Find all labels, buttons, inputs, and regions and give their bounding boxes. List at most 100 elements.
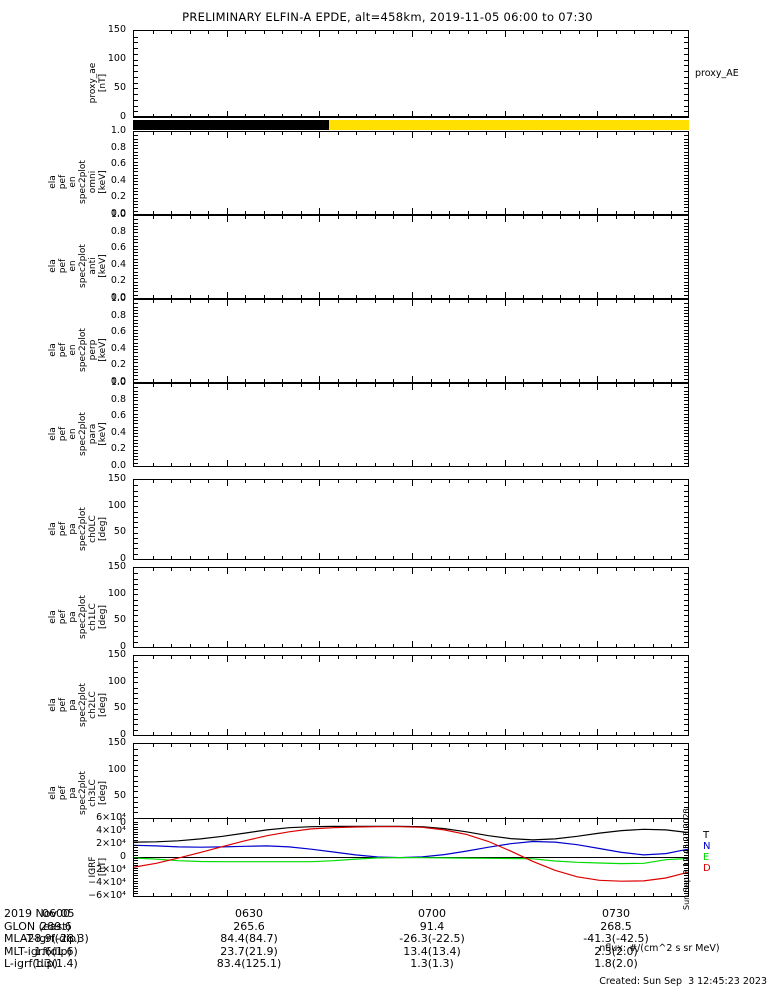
panel-ela_pef_pa_spec2plot_ch2LC[interactable] — [133, 655, 689, 736]
y-tick-label: 50 — [113, 702, 126, 714]
tick-marks — [134, 656, 688, 735]
axis-title-line: [deg] — [98, 604, 108, 629]
axis-title-line: ela — [48, 175, 58, 189]
axis-annotation-value: 268.5 — [600, 919, 632, 933]
y-tick-label: 150 — [107, 561, 126, 572]
panel-ela_pef_en_spec2plot_perp[interactable] — [133, 299, 689, 383]
panel-ela_pef_en_spec2plot_omni[interactable] — [133, 131, 689, 215]
axis-title-line: ch1LC — [88, 602, 98, 631]
axis-annotation-value: 91.4 — [419, 919, 445, 933]
axis-title-line: ela — [48, 785, 58, 800]
y-tick-label: 0.2 — [110, 443, 126, 455]
axis-title-line: [keV] — [98, 170, 108, 194]
axis-annotation-label: GLON (east) — [4, 919, 71, 933]
axis-title-line: en — [68, 344, 78, 356]
colorbar-segment — [329, 120, 689, 130]
y-tick-label: −2×10⁴ — [88, 864, 126, 875]
y-tick-label: 0.4 — [110, 426, 126, 438]
y-tick-label: 0.0 — [110, 292, 126, 303]
axis-title-line: pef — [58, 697, 68, 712]
axis-annotation-value: 0700 — [418, 907, 446, 920]
y-tick-label: −4×10⁴ — [88, 877, 126, 888]
tick-marks — [134, 568, 688, 647]
axis-annotation-label: MLAT-igrf(dip) — [4, 932, 81, 946]
y-tick-label: 0.6 — [110, 326, 126, 338]
igrf-series-E — [134, 856, 688, 865]
axis-title-line: ela — [48, 609, 58, 624]
y-tick-label: 0 — [119, 851, 126, 862]
y-tick-label: 50 — [113, 790, 126, 802]
y-tick-label: 0.8 — [110, 141, 126, 153]
y-tick-label: 0.8 — [110, 309, 126, 321]
panel-igrf[interactable] — [133, 818, 689, 897]
axis-title-line: ela — [48, 343, 58, 357]
y-tick-label: 0.8 — [110, 393, 126, 405]
y-tick-label: 4×10⁴ — [96, 825, 126, 836]
panel-ela_pef_pa_spec2plot_ch0LC[interactable] — [133, 479, 689, 560]
y-tick-labels-ela_pef_pa_spec2plot_ch3LC: 150 100 50 0 — [0, 738, 130, 828]
axis-annotation-value: -41.3(-42.5) — [583, 932, 649, 946]
axis-title-line: spec2plot — [78, 244, 88, 288]
proxy-ae-colorbar[interactable] — [133, 120, 689, 130]
y-tick-label: 1.0 — [110, 293, 126, 304]
page-title: PRELIMINARY ELFIN-A EPDE, alt=458km, 201… — [182, 10, 593, 24]
axis-title-line: pef — [58, 174, 68, 190]
axis-title-line: en — [68, 260, 78, 272]
y-tick-label: −6×10⁴ — [88, 890, 126, 901]
igrf-traces — [134, 825, 688, 882]
axis-annotation-value: 289.6 — [40, 919, 72, 933]
y-tick-labels-ela_pef_pa_spec2plot_ch2LC: 150 100 50 0 — [0, 650, 130, 740]
y-tick-label: 50 — [113, 82, 126, 93]
colorbar-segment — [133, 120, 330, 130]
y-tick-label: 100 — [107, 499, 126, 511]
panel-ela_pef_pa_spec2plot_ch1LC[interactable] — [133, 567, 689, 648]
axis-title-line: [deg] — [98, 780, 108, 805]
y-tick-labels-ela_pef_en_spec2plot_para: 1.0 0.8 0.6 0.4 0.2 0.0 — [0, 378, 130, 471]
axis-title-line: pef — [58, 521, 68, 536]
panel-ela_pef_en_spec2plot_para[interactable] — [133, 383, 689, 467]
igrf-series-N — [134, 840, 688, 859]
axis-annotation-value: 2.3(2.0) — [594, 944, 638, 958]
axis-title-line: en — [68, 176, 78, 188]
y-tick-label: 1.0 — [110, 377, 126, 388]
axis-annotation-value: 1.3(1.3) — [410, 957, 454, 971]
axis-annotation-value: 1.8(2.0) — [594, 957, 638, 971]
y-tick-label: 0.2 — [110, 191, 126, 203]
axis-title-line: para — [88, 423, 98, 445]
y-tick-labels-ela_pef_en_spec2plot_perp: 1.0 0.8 0.6 0.4 0.2 0.0 — [0, 294, 130, 387]
tick-marks — [134, 744, 688, 823]
tick-marks — [134, 300, 688, 382]
axis-title-line: spec2plot — [78, 682, 88, 727]
panel-ela_pef_en_spec2plot_anti[interactable] — [133, 215, 689, 299]
y-tick-label: 0 — [119, 111, 126, 122]
axis-title-line: [nT] — [98, 73, 108, 93]
legend-entry-N: N — [703, 841, 711, 852]
axis-annotation-value: 1.6(1.6) — [34, 944, 78, 958]
tick-marks — [134, 132, 688, 214]
axis-annotation-value: -28.9(-28.3) — [23, 932, 89, 946]
axis-title-line: spec2plot — [78, 328, 88, 372]
y-tick-label: 0.4 — [110, 342, 126, 354]
y-tick-labels-ela_pef_pa_spec2plot_ch1LC: 150 100 50 0 — [0, 562, 130, 652]
axis-title-line: perp — [88, 339, 98, 361]
tick-marks — [134, 216, 688, 298]
y-tick-label: 0.2 — [110, 275, 126, 287]
axis-title-line: ela — [48, 259, 58, 273]
panel-proxy_ae[interactable] — [133, 30, 689, 118]
panel-ela_pef_pa_spec2plot_ch3LC[interactable] — [133, 743, 689, 824]
legend-entry-T: T — [703, 830, 710, 841]
tick-marks — [134, 384, 688, 466]
axis-title-line: [keV] — [98, 422, 108, 446]
axis-annotation-value: 83.4(125.1) — [216, 957, 282, 971]
y-tick-label: 0.6 — [110, 410, 126, 422]
axis-title-line: anti — [88, 257, 98, 275]
axis-annotation-value: 1.3(1.4) — [34, 957, 78, 971]
y-tick-label: 150 — [107, 737, 126, 748]
axis-title-line: ela — [48, 427, 58, 441]
axis-annotation-value: 23.7(21.9) — [220, 944, 278, 958]
y-tick-label: 0 — [119, 729, 126, 740]
axis-title-line: pef — [58, 342, 68, 358]
axis-title-line: [deg] — [98, 516, 108, 541]
axis-title-line: [keV] — [98, 254, 108, 278]
